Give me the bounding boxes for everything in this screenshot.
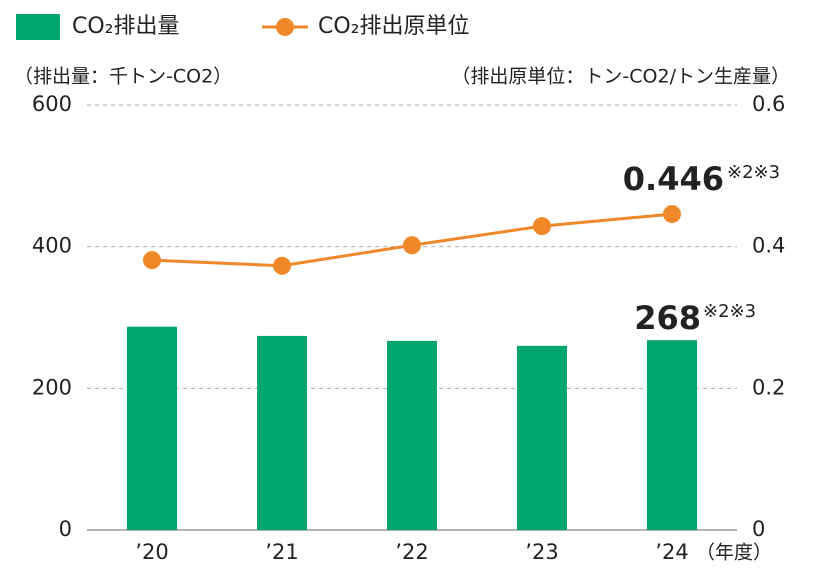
- y2-axis-label: （排出原単位：トン-CO2/トン生産量）: [451, 66, 790, 88]
- data-label: 268: [634, 299, 701, 337]
- y-tick-label: 0: [59, 517, 72, 541]
- line-marker: [663, 205, 681, 224]
- line-marker: [143, 251, 161, 270]
- y-tick-label: 600: [32, 92, 72, 116]
- note: ※2※3: [703, 301, 756, 322]
- x-tick-label: ’20: [135, 540, 168, 564]
- bar: [517, 345, 567, 530]
- x-tick-label: ’21: [265, 540, 298, 564]
- x-tick-label: ’22: [395, 540, 428, 564]
- bar: [257, 335, 307, 530]
- legend-swatch: [16, 14, 60, 40]
- bar: [127, 326, 177, 530]
- y2-tick-label: 0.6: [752, 92, 785, 116]
- data-label: 0.446: [623, 160, 724, 198]
- bar: [647, 340, 697, 530]
- line-marker: [273, 256, 291, 275]
- x-tick-label: ’23: [525, 540, 558, 564]
- line-marker: [533, 217, 551, 236]
- note: ※2※3: [727, 162, 780, 183]
- bar: [387, 340, 437, 530]
- y-axis-label: （排出量：千トン-CO2）: [14, 66, 232, 88]
- y-tick-label: 200: [32, 375, 72, 399]
- y2-tick-label: 0: [752, 517, 765, 541]
- y2-tick-label: 0.2: [752, 375, 785, 399]
- y2-tick-label: 0.4: [752, 234, 785, 258]
- legend-label: CO₂排出量: [72, 14, 180, 39]
- line-marker: [403, 236, 421, 255]
- y-tick-label: 400: [32, 234, 72, 258]
- legend-swatch: [276, 18, 294, 36]
- x-axis-label: （年度）: [696, 542, 772, 564]
- x-tick-label: ’24: [655, 540, 688, 564]
- legend-label: CO₂排出原単位: [318, 14, 470, 39]
